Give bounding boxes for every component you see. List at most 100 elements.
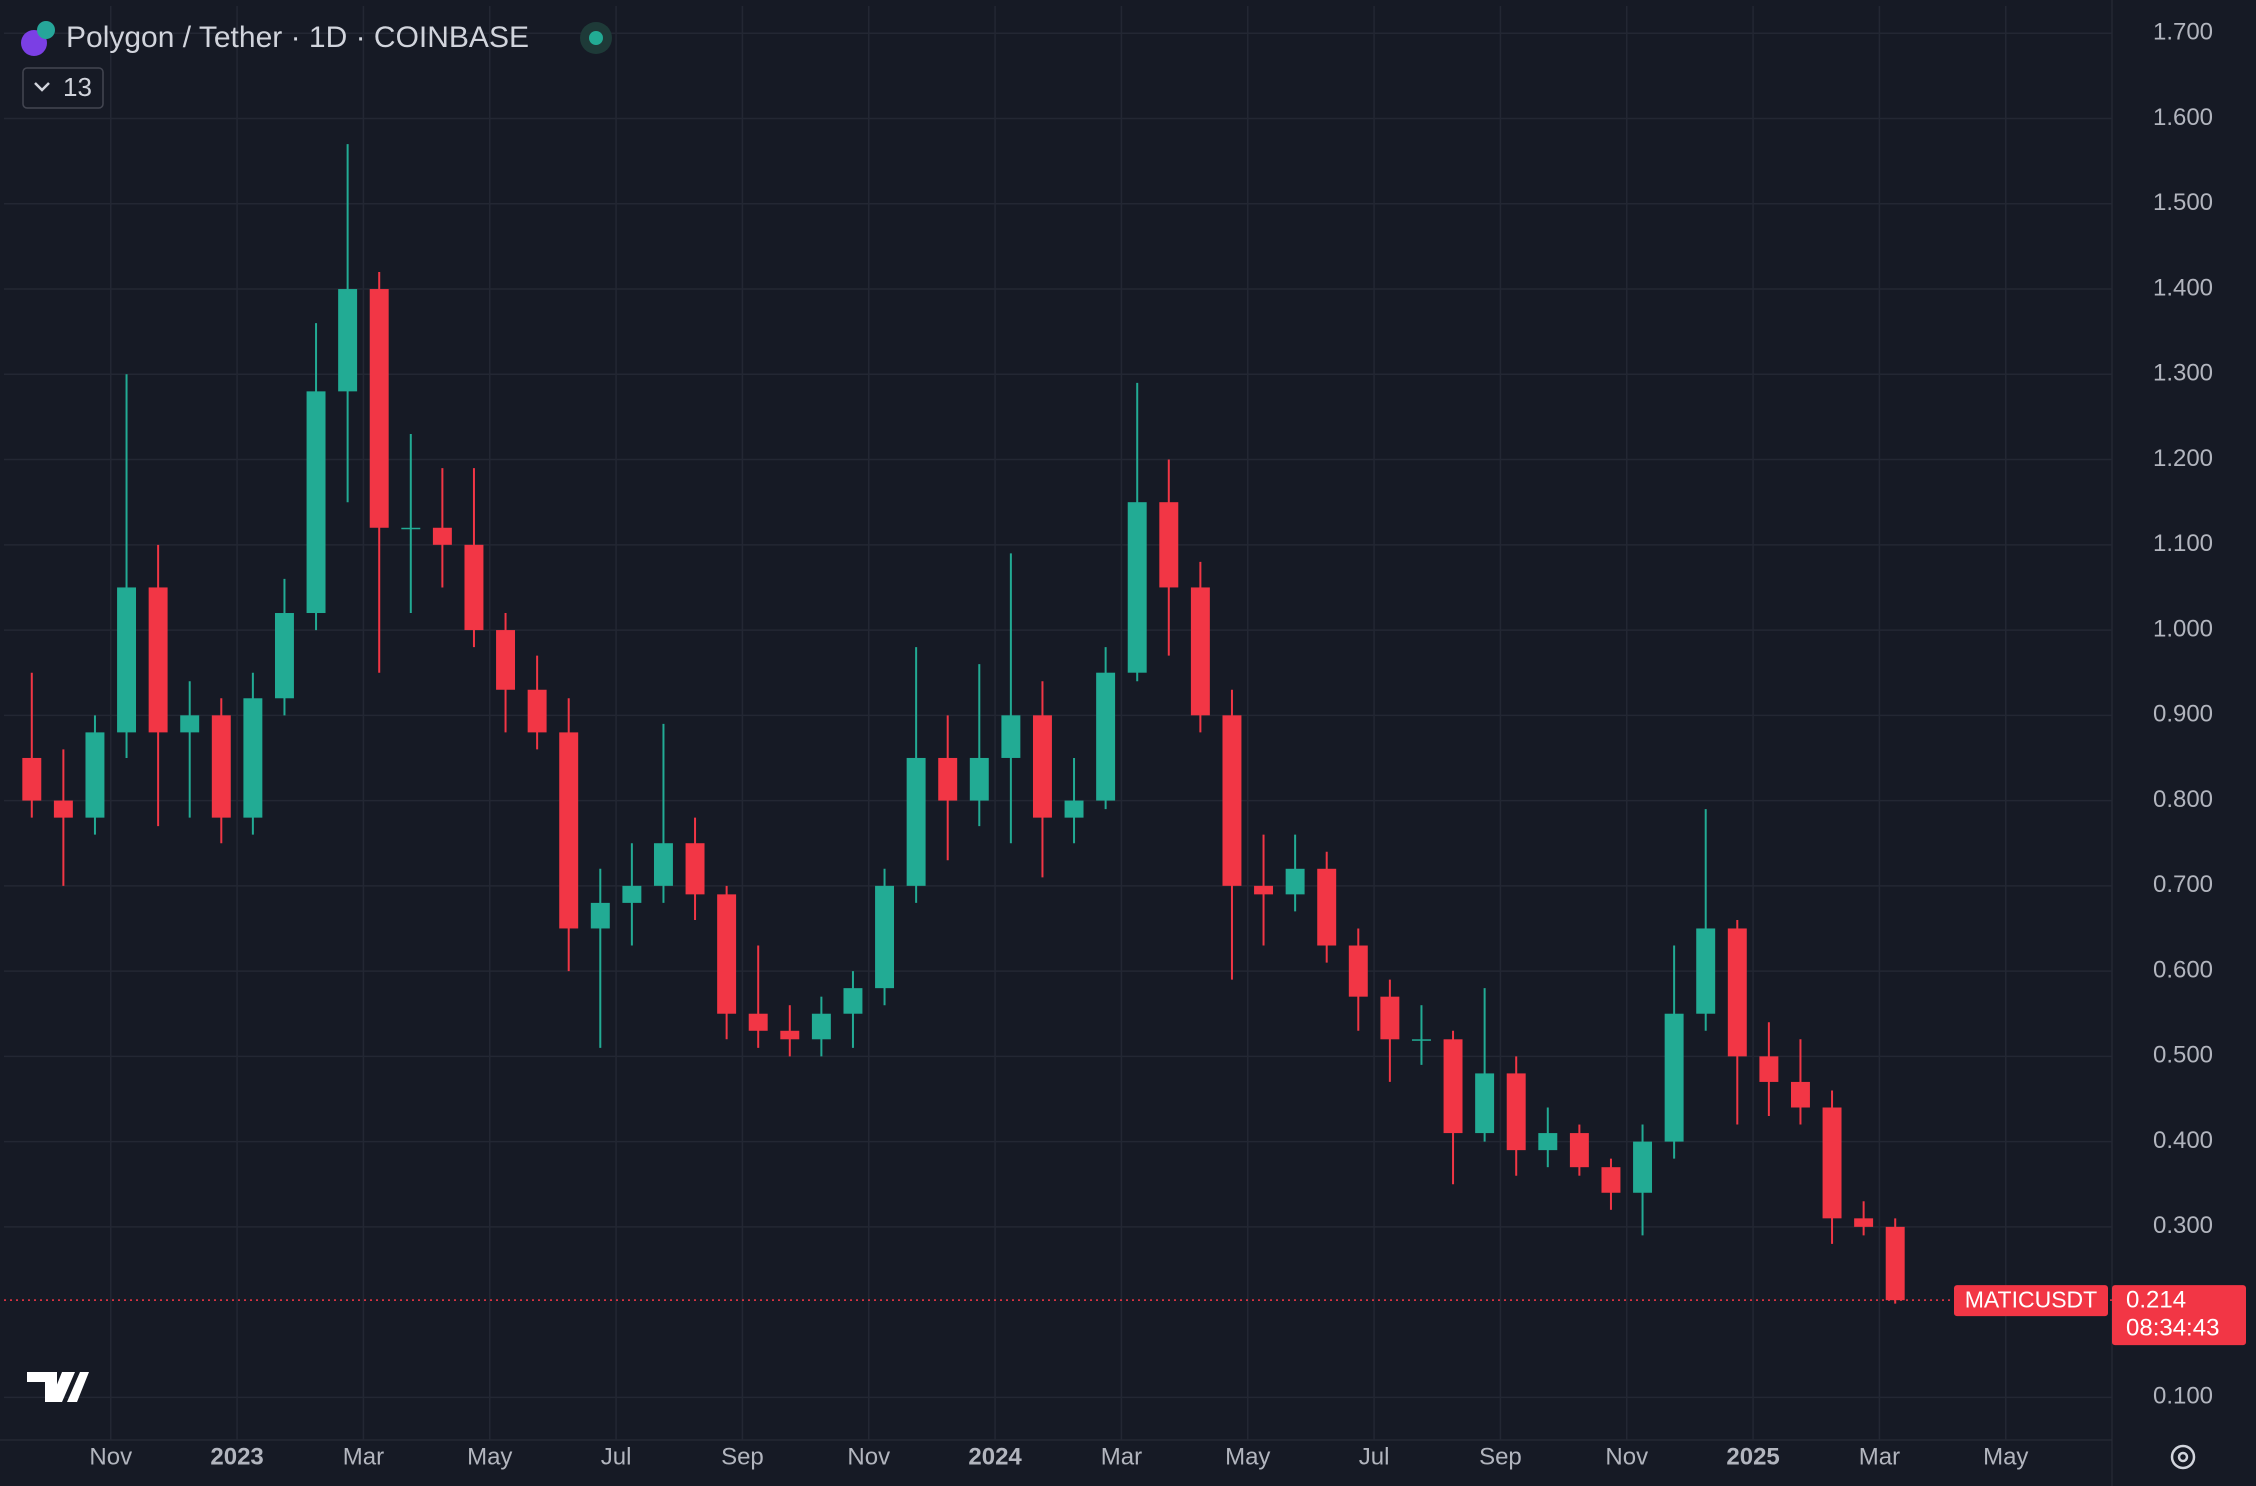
symbol-label-box (1954, 1285, 2108, 1317)
candle-body (1696, 928, 1716, 1014)
chart-title[interactable]: Polygon / Tether · 1D · COINBASE (66, 21, 529, 54)
price-label-box (2112, 1285, 2246, 1346)
candle-body (622, 885, 642, 903)
x-tick-label: Jul (1359, 1443, 1390, 1470)
candle-body (464, 544, 484, 631)
candle-body (22, 757, 42, 801)
candle-body (748, 1013, 768, 1031)
indicator-count[interactable]: 13 (63, 72, 92, 102)
candle-body (306, 391, 326, 614)
candle-body (938, 757, 958, 801)
candle-body (53, 800, 73, 818)
grid (0, 0, 2113, 1486)
settings-icon[interactable] (2170, 1444, 2196, 1470)
y-tick-label: 0.300 (2153, 1212, 2213, 1239)
candle-body (401, 527, 421, 530)
candle-body (117, 587, 137, 733)
candle-body (811, 1013, 831, 1040)
symbol-label: MATICUSDT (1965, 1286, 2097, 1312)
candle-body (780, 1030, 800, 1040)
candle-body (1190, 587, 1210, 716)
y-tick-label: 1.300 (2153, 360, 2213, 387)
candle-body (369, 289, 389, 528)
candle-body (211, 715, 231, 818)
x-tick-label: 2025 (1726, 1443, 1779, 1470)
x-tick-label: Sep (1479, 1443, 1522, 1470)
candle-body (338, 289, 358, 392)
y-tick-label: 0.700 (2153, 871, 2213, 898)
x-tick-label: Jul (601, 1443, 632, 1470)
y-tick-label: 1.100 (2153, 530, 2213, 557)
candle-body (1254, 885, 1274, 895)
candle-body (1885, 1226, 1905, 1301)
y-tick-label: 0.600 (2153, 956, 2213, 983)
candle-body (1538, 1133, 1558, 1151)
candle-body (717, 894, 737, 1014)
chevron (34, 82, 50, 92)
candle-body (274, 613, 294, 699)
overlay: Polygon / Tether · 1D · COINBASE 13 0.10… (4, 19, 2246, 1470)
y-tick-label: 0.800 (2153, 786, 2213, 813)
candle-body (496, 630, 516, 690)
y-tick-label: 1.200 (2153, 445, 2213, 472)
candle-body (590, 902, 610, 929)
candle-body (1569, 1133, 1589, 1168)
x-tick-label: 2023 (210, 1443, 263, 1470)
x-tick-label: 2024 (968, 1443, 1022, 1470)
y-tick-label: 1.000 (2153, 615, 2213, 642)
candle-body (1759, 1056, 1779, 1082)
y-tick-label: 0.500 (2153, 1042, 2213, 1069)
countdown: 08:34:43 (2126, 1315, 2219, 1342)
candle-body (1127, 502, 1147, 673)
y-tick-label: 0.100 (2153, 1383, 2213, 1410)
symbol-icon-secondary (37, 21, 55, 39)
x-tick-label: May (467, 1443, 512, 1470)
candle-body (843, 988, 863, 1014)
candle-body (527, 689, 547, 733)
y-tick-label: 1.600 (2153, 104, 2213, 131)
candle-body (875, 885, 895, 989)
x-tick-label: Sep (721, 1443, 764, 1470)
candle-body (1475, 1073, 1495, 1134)
x-tick-label: Nov (847, 1443, 890, 1470)
candle-body (1032, 715, 1052, 818)
x-tick-label: Mar (343, 1443, 384, 1470)
settings-icon-center (2177, 1451, 2189, 1463)
candle-body (906, 757, 926, 886)
candle-body (559, 732, 579, 929)
logo[interactable] (27, 1372, 89, 1402)
y-tick-label: 1.700 (2153, 19, 2213, 46)
candle-body (180, 715, 200, 733)
y-tick-label: 1.500 (2153, 189, 2213, 216)
candle-body (1380, 996, 1400, 1040)
x-tick-label: Mar (1859, 1443, 1900, 1470)
candle-body (1411, 1039, 1431, 1041)
candle-body (1727, 928, 1747, 1057)
candle-body (1064, 800, 1084, 818)
indicator-toggle[interactable] (22, 67, 104, 109)
candle-body (1506, 1073, 1526, 1151)
candle-body (1790, 1081, 1810, 1108)
candle-body (653, 843, 673, 886)
candle-body (1854, 1218, 1874, 1227)
candle-body (1317, 868, 1337, 946)
candle-body (1348, 945, 1368, 997)
y-tick-label: 0.900 (2153, 701, 2213, 728)
candle-body (243, 698, 263, 818)
x-tick-label: Nov (89, 1443, 132, 1470)
candle-body (1159, 502, 1179, 588)
candle-body (85, 732, 105, 818)
candle-body (432, 527, 452, 545)
candle-body (1822, 1107, 1842, 1219)
candle-body (1285, 868, 1305, 895)
candle-body (1096, 672, 1116, 801)
y-tick-label: 0.400 (2153, 1127, 2213, 1154)
candle-body (1633, 1141, 1653, 1193)
candles (22, 144, 1905, 1304)
x-tick-label: Mar (1101, 1443, 1142, 1470)
x-tick-label: Nov (1605, 1443, 1648, 1470)
y-tick-label: 1.400 (2153, 274, 2213, 301)
